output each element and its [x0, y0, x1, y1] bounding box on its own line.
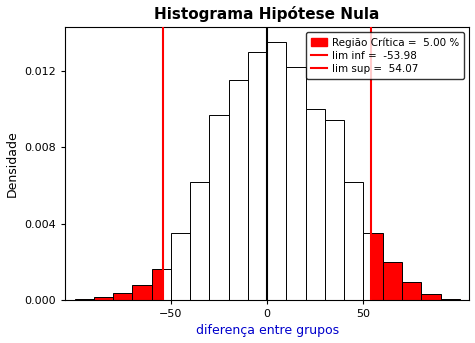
Bar	[344, 181, 363, 300]
Y-axis label: Densidade: Densidade	[6, 130, 19, 197]
Bar	[421, 294, 440, 300]
Bar	[267, 42, 286, 300]
Bar	[133, 285, 152, 300]
X-axis label: diferença entre grupos: diferença entre grupos	[196, 324, 339, 338]
Bar	[163, 269, 171, 300]
Legend: Região Crítica =  5.00 %, lim inf =  -53.98, lim sup =  54.07: Região Crítica = 5.00 %, lim inf = -53.9…	[306, 32, 464, 79]
Bar	[286, 67, 306, 300]
Bar	[190, 181, 209, 300]
Bar	[209, 115, 228, 300]
Bar	[371, 233, 383, 300]
Bar	[325, 120, 344, 300]
Bar	[75, 299, 94, 300]
Bar	[113, 293, 133, 300]
Bar	[306, 109, 325, 300]
Bar	[363, 233, 371, 300]
Title: Histograma Hipótese Nula: Histograma Hipótese Nula	[154, 5, 380, 22]
Bar	[402, 282, 421, 300]
Bar	[171, 233, 190, 300]
Bar	[440, 299, 460, 300]
Bar	[152, 269, 163, 300]
Bar	[228, 80, 248, 300]
Bar	[94, 297, 113, 300]
Bar	[383, 262, 402, 300]
Bar	[248, 52, 267, 300]
